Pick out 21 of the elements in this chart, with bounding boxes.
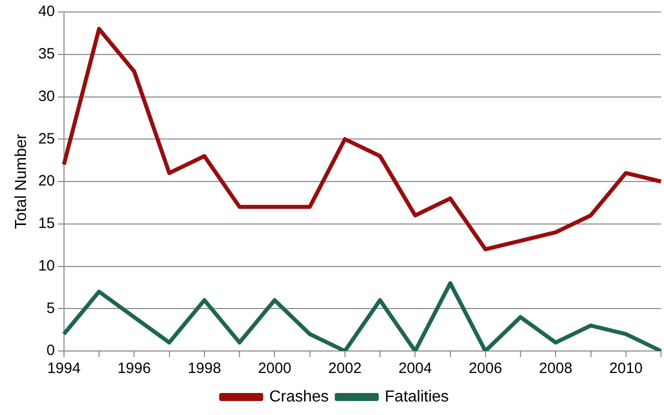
x-tick-label: 1998	[188, 360, 222, 378]
y-tick-label: 15	[38, 215, 55, 232]
y-tick-label: 10	[38, 257, 55, 274]
x-tick-label: 2008	[538, 360, 572, 378]
x-tick-label: 2000	[258, 360, 292, 378]
x-tick-label: 2002	[328, 360, 362, 378]
x-tick-label: 2004	[398, 360, 432, 378]
y-tick-label: 0	[46, 342, 55, 360]
x-tick-label: 1996	[117, 360, 151, 378]
x-tick-label: 1994	[47, 360, 81, 378]
x-tick-label: 2006	[468, 360, 502, 378]
y-axis-title: Total Number	[13, 133, 30, 230]
x-tick-label: 2010	[609, 360, 643, 378]
legend-label: Crashes	[269, 388, 329, 406]
y-tick-label: 40	[38, 3, 55, 20]
legend-label: Fatalities	[384, 388, 449, 406]
y-tick-label: 20	[38, 172, 55, 190]
y-tick-label: 30	[38, 88, 55, 105]
y-tick-label: 5	[46, 300, 55, 317]
y-tick-label: 35	[38, 46, 55, 63]
y-tick-label: 25	[38, 130, 55, 148]
